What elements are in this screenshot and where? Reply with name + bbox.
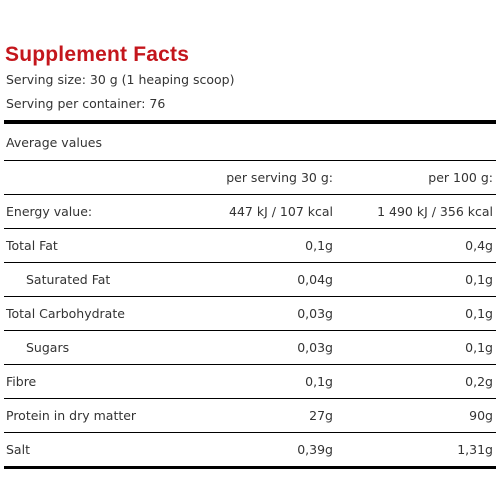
supplement-facts-panel: Supplement Facts Serving size: 30 g (1 h… [4,42,496,469]
row-per-serving: 0,39g [297,442,333,457]
row-per-100g: 0,4g [465,238,493,253]
table-row-sugars: Sugars 0,03g 0,1g [4,331,496,365]
row-per-100g: 0,2g [465,374,493,389]
row-per-100g: 0,1g [465,340,493,355]
row-per-serving: 0,1g [305,374,333,389]
row-per-100g: 1,31g [457,442,493,457]
row-label: Protein in dry matter [6,408,137,423]
row-per-serving: 447 kJ / 107 kcal [229,204,333,219]
row-label: Total Fat [6,238,58,253]
row-label: Total Carbohydrate [6,306,125,321]
table-row-energy: Energy value: 447 kJ / 107 kcal 1 490 kJ… [4,195,496,229]
row-per-100g: 1 490 kJ / 356 kcal [377,204,493,219]
average-values-label: Average values [6,134,102,150]
row-label: Saturated Fat [26,272,111,287]
row-label: Sugars [26,340,70,355]
row-per-100g: 90g [469,408,493,423]
table-row-fibre: Fibre 0,1g 0,2g [4,365,496,399]
serving-per-container: Serving per container: 76 [6,96,166,111]
row-label: Salt [6,442,30,457]
row-per-serving: 27g [309,408,333,423]
page-title: Supplement Facts [5,43,190,66]
table-row-salt: Salt 0,39g 1,31g [4,433,496,469]
table-row-saturated-fat: Saturated Fat 0,04g 0,1g [4,263,496,297]
serving-size: Serving size: 30 g (1 heaping scoop) [6,72,235,87]
column-header-per-serving: per serving 30 g: [226,170,333,185]
row-per-100g: 0,1g [465,272,493,287]
row-per-serving: 0,04g [297,272,333,287]
table-row-total-fat: Total Fat 0,1g 0,4g [4,229,496,263]
thick-divider [4,120,496,124]
average-values-row: Average values [4,124,496,161]
row-per-serving: 0,1g [305,238,333,253]
column-header-per-100g: per 100 g: [428,170,493,185]
row-label: Energy value: [6,204,93,219]
table-row-total-carbohydrate: Total Carbohydrate 0,03g 0,1g [4,297,496,331]
table-row-protein: Protein in dry matter 27g 90g [4,399,496,433]
row-per-serving: 0,03g [297,306,333,321]
column-header-row: per serving 30 g: per 100 g: [4,161,496,195]
row-label: Fibre [6,374,37,389]
row-per-100g: 0,1g [465,306,493,321]
row-per-serving: 0,03g [297,340,333,355]
